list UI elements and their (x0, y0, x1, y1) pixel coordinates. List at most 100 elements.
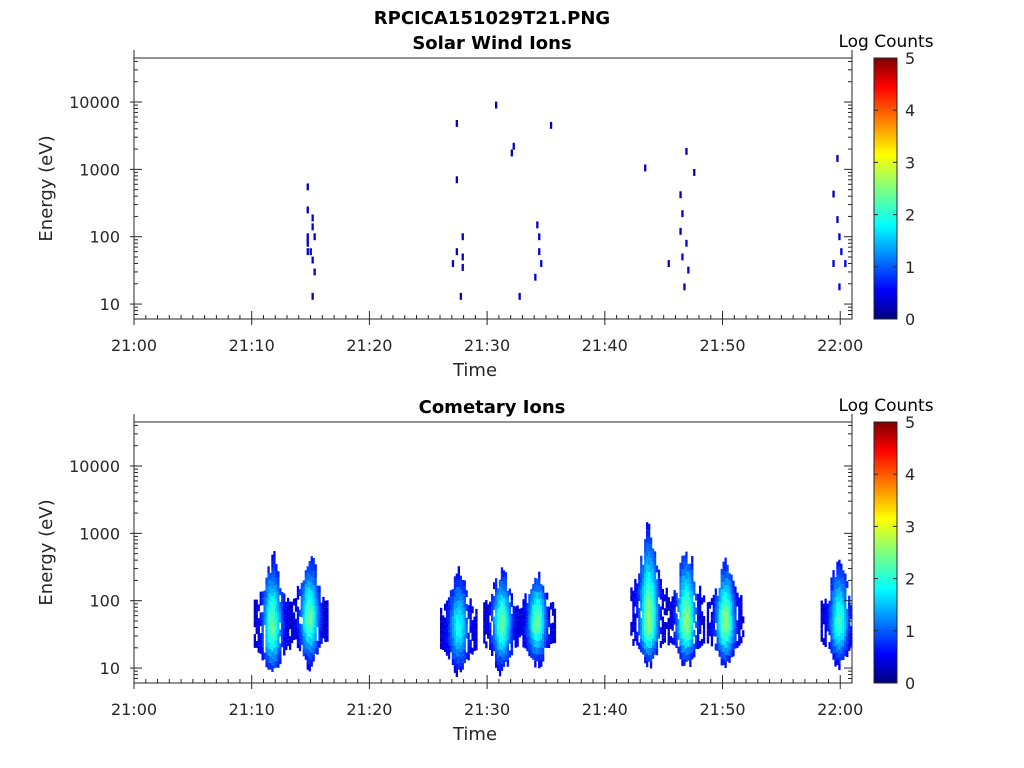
spectrogram-cell (498, 641, 502, 649)
spectrogram-cell (308, 595, 311, 603)
spectrogram-cell (526, 623, 529, 631)
spectrogram-cell (679, 624, 682, 632)
spectrogram-cell (493, 582, 496, 590)
spectrogram-cell (740, 608, 743, 616)
spectrogram-cell (300, 610, 303, 618)
spectrogram-cell (449, 645, 453, 653)
spectrogram-cell (493, 623, 496, 631)
spectrogram-cell (475, 608, 478, 616)
spectrogram-cell (630, 628, 633, 636)
spectrogram-cell (302, 628, 305, 636)
spectrogram-cell (289, 643, 292, 650)
spectrogram-cell (840, 639, 843, 647)
spectrogram-cell (524, 614, 527, 621)
spectrogram-cell (644, 594, 647, 602)
spectrogram-cell (516, 612, 519, 620)
spectrogram-cell (506, 611, 509, 619)
spectrogram-cell (467, 653, 470, 661)
spectrogram-cell (840, 612, 843, 619)
spectrogram-cell (536, 592, 539, 600)
spectrogram-cell (308, 630, 311, 637)
spectrogram-cell (310, 556, 313, 564)
spectrogram-cell (832, 639, 835, 646)
spectrogram-cell (681, 631, 684, 639)
spectrogram-cell (314, 578, 317, 585)
spectrogram-cell (275, 626, 278, 634)
spectrogram-cell (534, 273, 537, 281)
spectrogram-cell (638, 607, 641, 615)
spectrogram-cell (322, 603, 325, 611)
spectrogram-cell (506, 652, 509, 660)
spectrogram-cell (267, 580, 270, 587)
spectrogram-cell (848, 630, 851, 638)
spectrogram-cell (316, 647, 319, 655)
spectrogram-cell (267, 600, 270, 608)
spectrogram-cell (679, 604, 682, 611)
spectrogram-cell (834, 652, 837, 660)
spectrogram-cell (257, 645, 260, 653)
spectrogram-cell (504, 606, 508, 614)
spectrogram-cell (712, 601, 715, 609)
spectrogram-cell (459, 637, 462, 645)
spectrogram-cell (838, 559, 841, 567)
spectrogram-cell (261, 653, 264, 661)
spectrogram-cell (500, 657, 504, 664)
spectrogram-cell (281, 605, 284, 613)
spectrogram-cell (532, 646, 535, 653)
spectrogram-cell (687, 598, 690, 606)
spectrogram-cell (681, 210, 684, 218)
spectrogram-cell (538, 571, 541, 579)
spectrogram-cell (447, 652, 451, 660)
spectrogram-cell (453, 638, 457, 646)
spectrogram-cell (551, 622, 555, 630)
spectrogram-cell (699, 620, 702, 628)
spectrogram-cell (689, 646, 692, 654)
spectrogram-cell (718, 622, 721, 630)
spectrogram-cell (840, 605, 843, 612)
spectrogram-cell (502, 653, 506, 660)
spectrogram-cell (457, 621, 460, 629)
spectrogram-cell (530, 623, 533, 631)
spectrogram-cell (290, 615, 294, 623)
spectrogram-cell (836, 609, 839, 617)
spectrogram-cell (648, 592, 651, 600)
spectrogram-cell (483, 616, 486, 623)
spectrogram-cell (655, 579, 659, 587)
spectrogram-cell (693, 609, 696, 616)
spectrogram-cell (730, 616, 733, 623)
spectrogram-cell (685, 627, 688, 635)
spectrogram-cell (500, 567, 504, 575)
spectrogram-cell (642, 626, 645, 634)
spectrogram-cell (267, 573, 270, 581)
spectrogram-cell (687, 626, 690, 634)
spectrogram-cell (683, 631, 686, 639)
spectrogram-cell (830, 584, 833, 592)
spectrogram-cell (510, 613, 513, 621)
spectrogram-cell (449, 610, 453, 618)
spectrogram-cell (832, 260, 835, 267)
spectrogram-cell (267, 593, 270, 601)
spectrogram-cell (740, 622, 743, 630)
spectrogram-cell (457, 614, 460, 622)
spectrogram-cell (318, 634, 321, 641)
spectrogram-cell (504, 627, 508, 635)
spectrogram-cell (544, 613, 547, 621)
spectrogram-cell (838, 608, 841, 615)
spectrogram-cell (836, 658, 839, 666)
spectrogram-cell (300, 603, 303, 611)
spectrogram-cell (306, 649, 309, 656)
spectrogram-cell (724, 612, 727, 620)
spectrogram-cell (526, 637, 529, 645)
spectrogram-cell (540, 660, 543, 667)
spectrogram-cell (734, 600, 737, 608)
spectrogram-cell (287, 625, 290, 633)
spectrogram-cell (310, 618, 313, 626)
spectrogram-cell (734, 593, 737, 601)
spectrogram-cell (508, 602, 511, 610)
spectrogram-cell (685, 655, 688, 662)
spectrogram-cell (271, 651, 274, 659)
spectrogram-cell (683, 589, 686, 597)
spectrogram-cell (259, 646, 262, 654)
